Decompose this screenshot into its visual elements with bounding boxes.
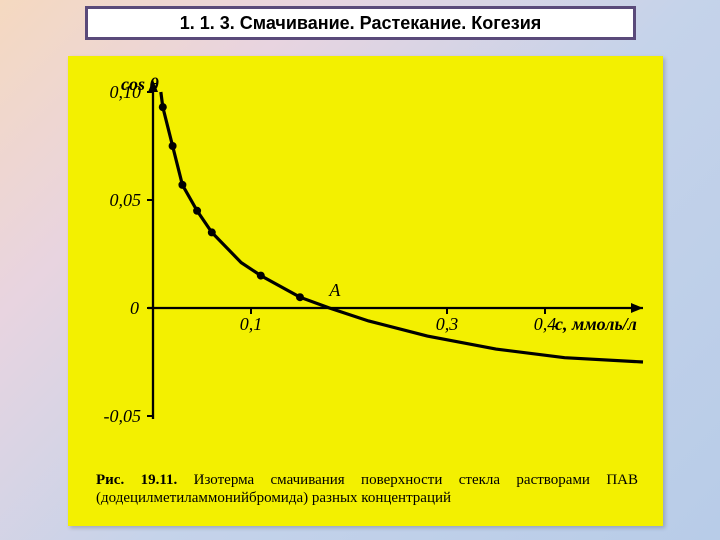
svg-text:0,05: 0,05 (110, 190, 142, 210)
svg-text:0: 0 (130, 298, 139, 318)
plot-area: -0,0500,050,100,10,30,4cos θc, ммоль/лA (78, 66, 653, 436)
slide: 1. 1. 3. Смачивание. Растекание. Когезия… (0, 0, 720, 540)
figure-caption: Рис. 19.11. Изотерма смачивания поверхно… (96, 471, 638, 509)
svg-text:cos θ: cos θ (121, 74, 159, 94)
svg-text:-0,05: -0,05 (104, 406, 142, 426)
svg-text:0,4: 0,4 (534, 314, 557, 334)
svg-text:c, ммоль/л: c, ммоль/л (555, 314, 637, 334)
svg-text:A: A (328, 280, 341, 300)
figure-caption-text: Изотерма смачивания поверхности стекла р… (96, 472, 638, 507)
chart-container: -0,0500,050,100,10,30,4cos θc, ммоль/лA … (68, 56, 663, 526)
svg-text:0,3: 0,3 (436, 314, 459, 334)
svg-text:0,1: 0,1 (240, 314, 263, 334)
chart-svg: -0,0500,050,100,10,30,4cos θc, ммоль/лA (78, 66, 653, 436)
slide-title: 1. 1. 3. Смачивание. Растекание. Когезия (180, 13, 542, 34)
figure-label: Рис. 19.11. (96, 472, 177, 488)
slide-title-box: 1. 1. 3. Смачивание. Растекание. Когезия (85, 6, 636, 40)
